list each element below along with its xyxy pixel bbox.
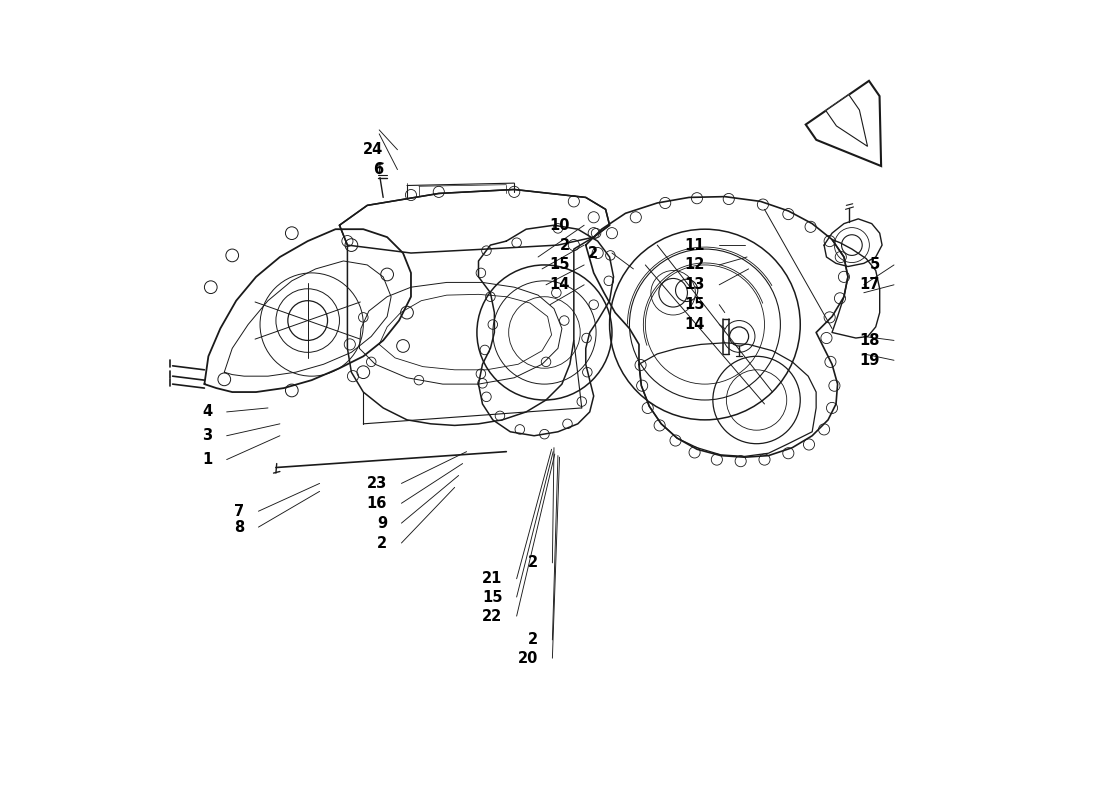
Text: 17: 17	[859, 278, 880, 292]
Text: 2: 2	[528, 633, 538, 647]
Polygon shape	[826, 94, 868, 146]
Text: 5: 5	[869, 258, 880, 273]
Text: 22: 22	[482, 609, 503, 623]
Text: 2: 2	[377, 535, 387, 550]
Text: 15: 15	[482, 590, 503, 605]
Text: 2: 2	[528, 555, 538, 570]
Text: 13: 13	[684, 278, 705, 292]
Text: 3: 3	[202, 428, 212, 443]
Text: 10: 10	[549, 218, 570, 233]
Text: 14: 14	[684, 317, 705, 332]
Text: 21: 21	[482, 571, 503, 586]
Text: 2: 2	[560, 238, 570, 253]
Text: 15: 15	[684, 297, 705, 312]
Text: 18: 18	[859, 333, 880, 348]
Text: 19: 19	[859, 353, 880, 368]
Text: 24: 24	[363, 142, 383, 158]
Text: 2: 2	[587, 246, 597, 261]
Text: 6: 6	[373, 162, 383, 177]
Text: 1: 1	[202, 452, 212, 467]
Text: 7: 7	[234, 504, 244, 518]
Text: 9: 9	[377, 516, 387, 530]
Text: 12: 12	[684, 258, 705, 273]
Text: 14: 14	[550, 278, 570, 292]
Text: 8: 8	[234, 520, 244, 534]
Text: 15: 15	[549, 258, 570, 273]
Text: 11: 11	[684, 238, 705, 253]
Text: 4: 4	[202, 405, 212, 419]
Text: 23: 23	[367, 476, 387, 491]
Text: 20: 20	[518, 650, 538, 666]
Text: 16: 16	[366, 496, 387, 510]
